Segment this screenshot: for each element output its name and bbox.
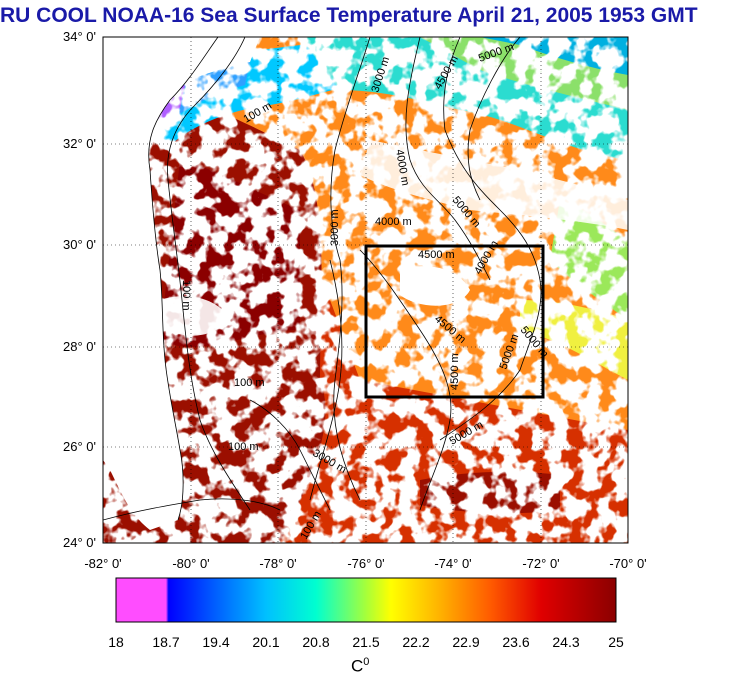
colorbar-label: 20.8 <box>302 634 330 650</box>
colorbar-label: 21.5 <box>352 634 380 650</box>
sst-field <box>103 37 628 543</box>
colorbar-label: 24.3 <box>552 634 580 650</box>
colorbar-label: 20.1 <box>252 634 280 650</box>
lat-label: 26° 0' <box>63 439 96 454</box>
colorbar-label: 23.6 <box>502 634 530 650</box>
colorbar-label: 22.9 <box>452 634 480 650</box>
lon-label: -72° 0' <box>522 556 560 571</box>
lat-label: 32° 0' <box>63 136 96 151</box>
colorbar-unit: C0 <box>351 656 370 676</box>
lon-label: -82° 0' <box>84 556 122 571</box>
lat-label: 28° 0' <box>63 339 96 354</box>
contour-label-100m-c: 100 m <box>234 377 265 389</box>
colorbar-label: 18 <box>108 634 124 650</box>
colorbar <box>115 577 617 623</box>
lon-label: -70° 0' <box>609 556 647 571</box>
lon-label: -76° 0' <box>347 556 385 571</box>
lon-label: -74° 0' <box>434 556 472 571</box>
lon-label: -80° 0' <box>172 556 210 571</box>
colorbar-label: 22.2 <box>402 634 430 650</box>
lat-label: 24° 0' <box>63 535 96 550</box>
lon-label: -78° 0' <box>259 556 297 571</box>
contour-label-3000m-b: 3000 m <box>329 209 341 246</box>
contour-label-100m-b: 100 m <box>180 280 192 311</box>
lat-label: 34° 0' <box>63 29 96 44</box>
map-title: RU COOL NOAA-16 Sea Surface Temperature … <box>0 4 698 27</box>
colorbar-label: 25 <box>608 634 624 650</box>
contour-label-4500m-d: 4500 m <box>449 353 461 390</box>
contour-label-4500m-b: 4500 m <box>418 249 455 261</box>
lat-label: 30° 0' <box>63 237 96 252</box>
colorbar-label: 18.7 <box>152 634 180 650</box>
plot-frame <box>102 36 629 544</box>
study-box <box>364 244 545 399</box>
colorbar-label: 19.4 <box>202 634 230 650</box>
contour-label-4000m-b: 4000 m <box>375 216 412 228</box>
